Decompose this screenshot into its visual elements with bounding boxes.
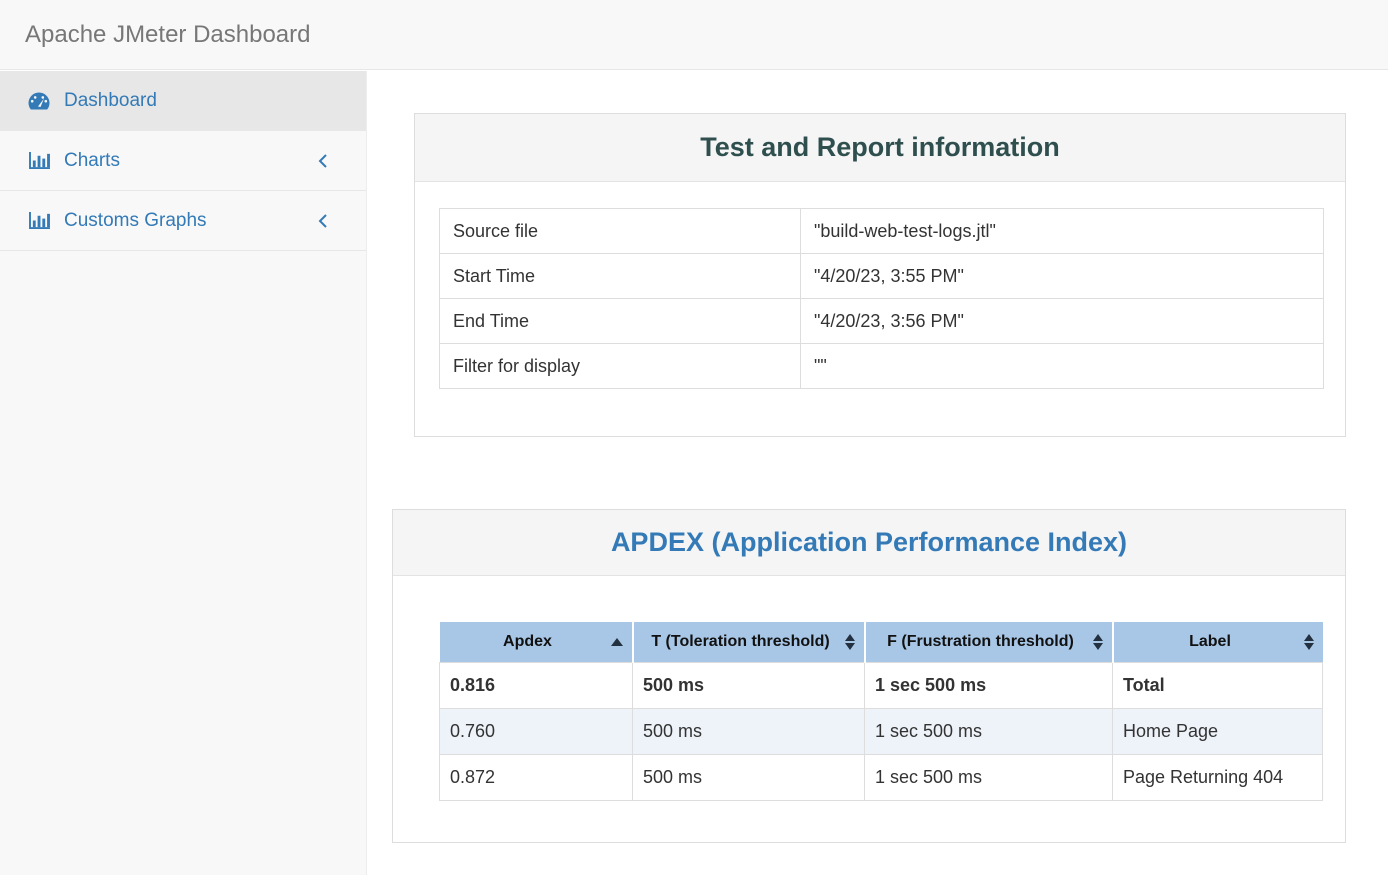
info-label: End Time [439, 298, 801, 344]
column-header-label: T (Toleration threshold) [651, 632, 830, 650]
toleration-value: 500 ms [632, 707, 865, 755]
chevron-left-icon [316, 212, 330, 230]
column-header-toleration[interactable]: T (Toleration threshold) [631, 622, 865, 662]
apdex-title: APDEX (Application Performance Index) [610, 527, 1128, 557]
table-row: Start Time "4/20/23, 3:55 PM" [439, 253, 1324, 299]
column-header-label: Label [1189, 632, 1231, 650]
apdex-table: Apdex T (Toleration threshold) F (Frustr… [439, 622, 1323, 801]
column-header-label-col[interactable]: Label [1111, 622, 1323, 662]
info-label: Start Time [439, 253, 801, 299]
info-value: "4/20/23, 3:55 PM" [800, 253, 1324, 299]
sidebar-item-label: Charts [64, 149, 120, 171]
info-value: "4/20/23, 3:56 PM" [800, 298, 1324, 344]
apdex-row: 0.760 500 ms 1 sec 500 ms Home Page [439, 707, 1323, 755]
apdex-row: 0.872 500 ms 1 sec 500 ms Page Returning… [439, 753, 1323, 801]
label-value: Page Returning 404 [1112, 753, 1323, 801]
sort-both-icon [1303, 633, 1314, 650]
apdex-panel: APDEX (Application Performance Index) Ap… [392, 509, 1346, 843]
sort-both-icon [844, 633, 855, 650]
app-title: Apache JMeter Dashboard [25, 21, 311, 48]
dashboard-gauge-icon [26, 91, 52, 111]
column-header-apdex[interactable]: Apdex [439, 622, 633, 662]
column-header-frustration[interactable]: F (Frustration threshold) [863, 622, 1113, 662]
frustration-value: 1 sec 500 ms [864, 661, 1113, 709]
column-header-label: Apdex [503, 632, 552, 650]
sort-both-icon [1092, 633, 1103, 650]
sort-asc-icon [610, 637, 623, 646]
label-value: Total [1112, 661, 1323, 709]
info-label: Source file [439, 208, 801, 254]
sidebar-item-label: Dashboard [64, 89, 157, 111]
table-row: Source file "build-web-test-logs.jtl" [439, 208, 1324, 254]
apdex-value: 0.816 [439, 661, 633, 709]
test-info-title: Test and Report information [700, 132, 1060, 162]
sidebar-item-dashboard[interactable]: Dashboard [0, 71, 366, 131]
info-value: "" [800, 343, 1324, 389]
main-content: Test and Report information Source file … [368, 71, 1388, 875]
info-value: "build-web-test-logs.jtl" [800, 208, 1324, 254]
sidebar: Dashboard Charts [0, 71, 367, 875]
table-row: End Time "4/20/23, 3:56 PM" [439, 298, 1324, 344]
test-info-table: Source file "build-web-test-logs.jtl" St… [439, 208, 1324, 389]
toleration-value: 500 ms [632, 661, 865, 709]
bar-chart-icon [26, 151, 52, 170]
apdex-row-total: 0.816 500 ms 1 sec 500 ms Total [439, 661, 1323, 709]
apdex-value: 0.872 [439, 753, 633, 801]
sidebar-item-customs-graphs[interactable]: Customs Graphs [0, 191, 366, 251]
top-navbar: Apache JMeter Dashboard [0, 0, 1388, 70]
bar-chart-icon [26, 211, 52, 230]
test-info-panel: Test and Report information Source file … [414, 113, 1346, 437]
label-value: Home Page [1112, 707, 1323, 755]
apdex-header-row: Apdex T (Toleration threshold) F (Frustr… [439, 622, 1323, 662]
apdex-value: 0.760 [439, 707, 633, 755]
sidebar-item-charts[interactable]: Charts [0, 131, 366, 191]
toleration-value: 500 ms [632, 753, 865, 801]
frustration-value: 1 sec 500 ms [864, 707, 1113, 755]
info-label: Filter for display [439, 343, 801, 389]
test-info-panel-heading: Test and Report information [415, 114, 1345, 182]
frustration-value: 1 sec 500 ms [864, 753, 1113, 801]
sidebar-item-label: Customs Graphs [64, 209, 207, 231]
table-row: Filter for display "" [439, 343, 1324, 389]
column-header-label: F (Frustration threshold) [887, 632, 1074, 650]
apdex-panel-heading: APDEX (Application Performance Index) [393, 510, 1345, 576]
chevron-left-icon [316, 152, 330, 170]
